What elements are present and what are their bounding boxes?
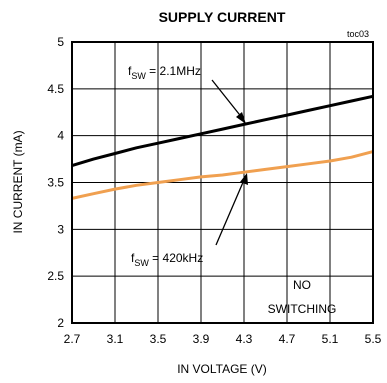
- series-line-f420: [71, 150, 374, 200]
- fsw-2-1mhz-pointer: [211, 79, 244, 120]
- y-tick-label: 3.5: [47, 176, 64, 190]
- chart-title: SUPPLY CURRENT: [159, 9, 286, 25]
- x-tick-label: 5.5: [365, 332, 382, 346]
- x-tick-label: 5.1: [322, 332, 339, 346]
- plot-frame: [71, 41, 374, 324]
- chart-tag: toc03: [347, 29, 369, 39]
- y-axis-label: IN CURRENT (mA): [11, 130, 25, 233]
- x-tick-label: 4.3: [236, 332, 253, 346]
- x-axis-label: IN VOLTAGE (V): [177, 362, 267, 376]
- x-tick-label: 4.7: [279, 332, 296, 346]
- y-tick-label: 4: [57, 129, 64, 143]
- fsw-2-1mhz-arrowhead: [236, 112, 246, 124]
- y-tick-label: 4.5: [47, 82, 64, 96]
- y-tick-label: 5: [57, 35, 64, 49]
- x-tick-label: 3.9: [193, 332, 210, 346]
- annotations: fSW = 2.1MHz fSW = 420kHz NO SWITCHING: [128, 64, 336, 316]
- x-tick-label: 3.1: [107, 332, 124, 346]
- y-tick-label: 2.5: [47, 269, 64, 283]
- y-tick-labels: 2 2.5 3 3.5 4 4.5 5: [47, 35, 64, 330]
- series-lines: [71, 94, 374, 200]
- grid-lines: [72, 42, 373, 323]
- no-switching-label-line1: NO: [293, 278, 311, 292]
- no-switching-label-line2: SWITCHING: [268, 302, 337, 316]
- fsw-420khz-pointer: [215, 179, 245, 246]
- y-tick-label: 3: [57, 222, 64, 236]
- fsw-2-1mhz-label: fSW = 2.1MHz: [128, 64, 201, 81]
- series-line-f21: [71, 94, 374, 168]
- x-tick-label: 3.5: [150, 332, 167, 346]
- y-tick-label: 2: [57, 316, 64, 330]
- fsw-420khz-label: fSW = 420kHz: [131, 251, 203, 268]
- x-tick-label: 2.7: [64, 332, 81, 346]
- fsw-420khz-arrowhead: [240, 173, 248, 185]
- x-tick-labels: 2.7 3.1 3.5 3.9 4.3 4.7 5.1 5.5: [64, 332, 382, 346]
